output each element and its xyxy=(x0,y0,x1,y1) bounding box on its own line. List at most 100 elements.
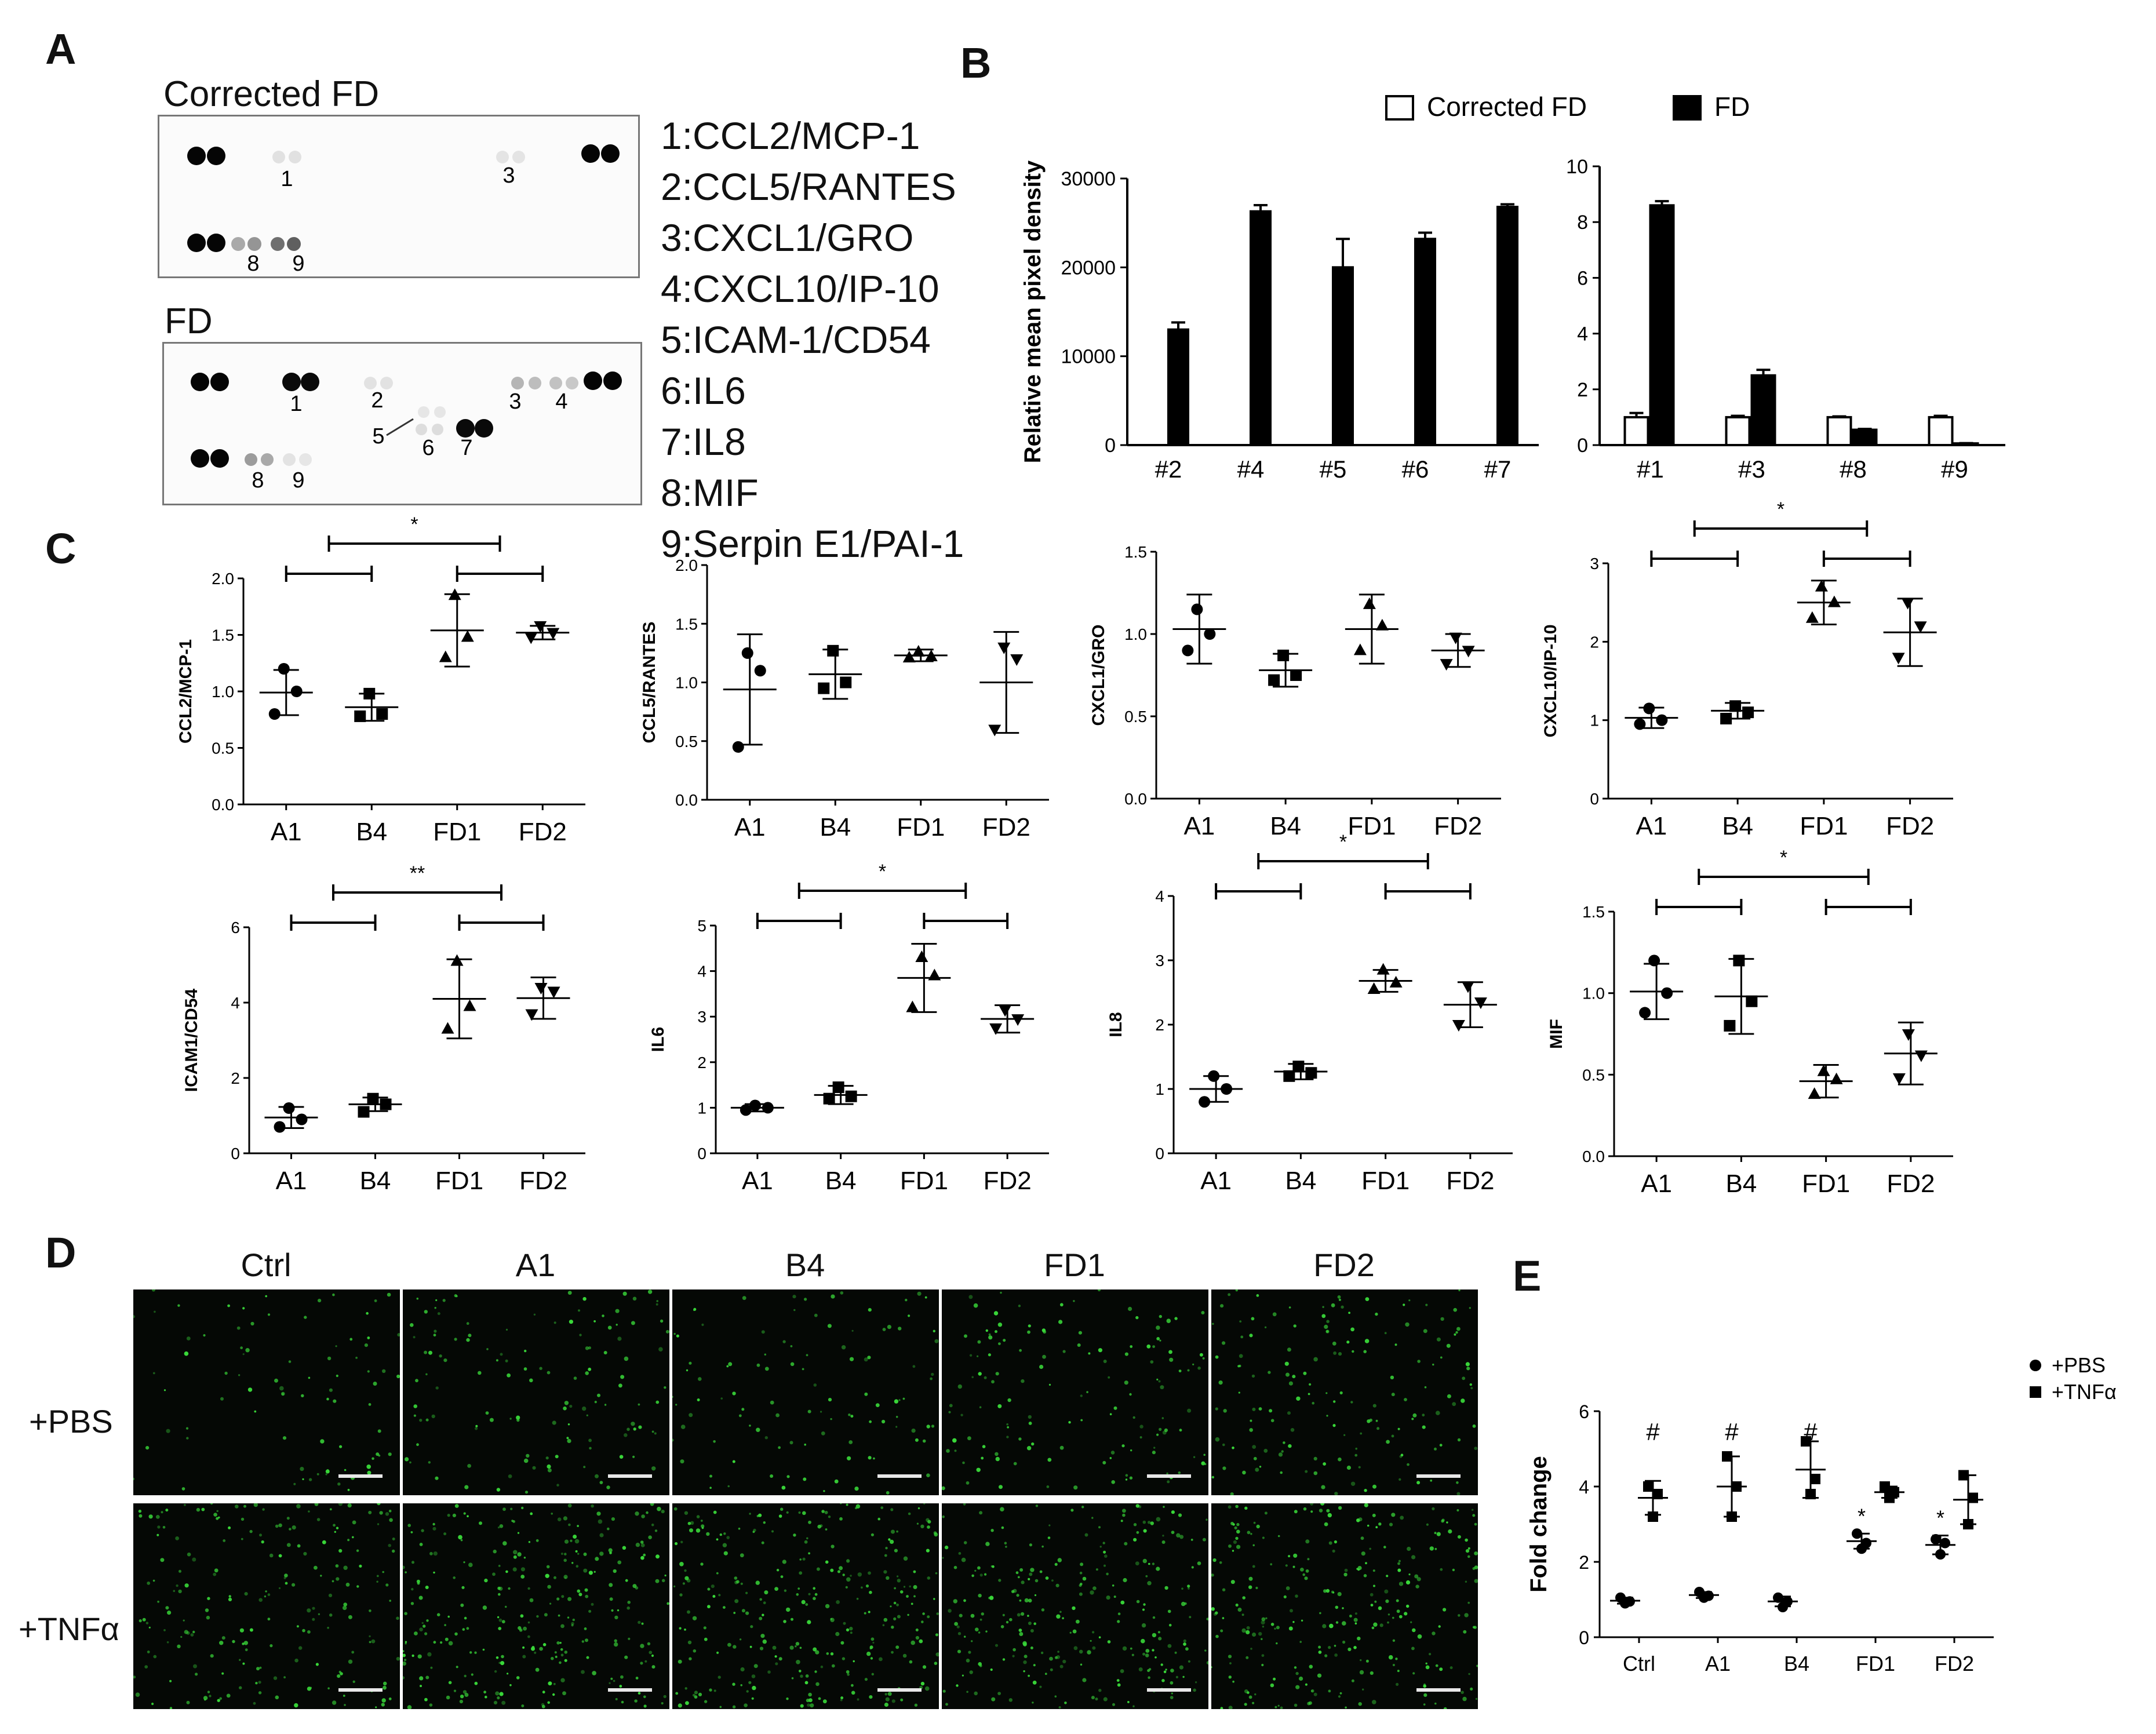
fluorescent-cell xyxy=(309,1686,312,1689)
fluorescent-cell xyxy=(767,1670,771,1674)
fluorescent-cell xyxy=(1390,1375,1394,1379)
fluorescent-cell xyxy=(604,1404,607,1406)
fluorescent-cell xyxy=(1262,1536,1265,1539)
fluorescent-cell xyxy=(1285,1564,1288,1567)
data-point xyxy=(1827,595,1841,607)
data-point xyxy=(1884,1492,1895,1503)
fluorescent-cell xyxy=(431,1414,435,1419)
fluorescent-cell xyxy=(347,1489,350,1491)
fluorescent-cell xyxy=(492,1572,496,1576)
fluorescent-cell xyxy=(748,1681,752,1684)
data-point xyxy=(741,647,753,659)
fluorescent-cell xyxy=(218,1516,220,1519)
fluorescent-cell xyxy=(1392,1639,1396,1642)
fluorescent-cell xyxy=(241,1538,243,1540)
fluorescent-cell xyxy=(1290,1428,1295,1432)
fluorescent-cell xyxy=(546,1565,550,1569)
fluorescent-cell xyxy=(885,1547,888,1550)
reference-spot xyxy=(603,371,622,390)
fluorescent-cell xyxy=(1193,1456,1196,1458)
data-point xyxy=(1931,1534,1941,1544)
y-axis-label: MIF xyxy=(1547,1019,1566,1049)
fluorescent-cell xyxy=(700,1520,703,1522)
fluorescent-cell xyxy=(334,1531,336,1533)
fluorescent-cell xyxy=(1204,1649,1207,1652)
fluorescent-cell xyxy=(1023,1660,1027,1664)
fluorescent-cell xyxy=(586,1414,588,1416)
fluorescent-cell xyxy=(302,1478,304,1480)
x-tick-label: A1 xyxy=(1641,1170,1672,1198)
fluorescent-cell xyxy=(761,1541,764,1544)
fluorescent-cell xyxy=(1090,1640,1092,1642)
fluorescent-cell xyxy=(799,1558,802,1561)
fluorescent-cell xyxy=(265,1590,267,1593)
fluorescent-cell xyxy=(1288,1626,1293,1631)
fluorescent-cell xyxy=(154,1310,156,1313)
fluorescent-cell xyxy=(966,1659,970,1663)
fluorescent-cell xyxy=(1056,1614,1061,1619)
fluorescent-cell xyxy=(464,1485,469,1489)
fluorescent-cell xyxy=(764,1353,766,1356)
fluorescent-cell xyxy=(1116,1679,1120,1682)
fluorescent-cell xyxy=(388,1543,391,1547)
fluorescent-cell xyxy=(1397,1670,1400,1673)
fluorescent-cell xyxy=(684,1569,687,1572)
fluorescent-cell xyxy=(493,1700,498,1704)
fluorescent-cell xyxy=(558,1614,560,1617)
fluorescent-cell xyxy=(1348,1647,1352,1652)
fluorescent-cell xyxy=(1454,1333,1456,1336)
data-point xyxy=(1011,1014,1025,1026)
reference-spot xyxy=(584,371,602,390)
data-point xyxy=(1634,718,1646,730)
fluorescent-cell xyxy=(1250,1533,1252,1535)
bar xyxy=(1826,416,1852,447)
fluorescent-cell xyxy=(786,1511,789,1514)
fluorescent-cell xyxy=(1363,1574,1367,1578)
x-tick-label: FD1 xyxy=(1856,1652,1895,1675)
fluorescent-cell xyxy=(813,1587,815,1590)
y-tick-label: 1 xyxy=(1590,712,1599,730)
fluorescent-cell xyxy=(989,1595,994,1600)
fluorescent-cell xyxy=(849,1357,854,1361)
fluorescent-cell xyxy=(1215,1407,1218,1411)
cytokine-spot xyxy=(511,377,524,389)
fluorescent-cell xyxy=(1016,1594,1019,1597)
fluorescent-cell xyxy=(315,1663,319,1666)
fluorescent-cell xyxy=(366,1465,371,1469)
fluorescent-cell xyxy=(1156,1325,1160,1330)
fluorescent-cell xyxy=(516,1676,520,1680)
fluorescent-cell xyxy=(1412,1628,1416,1633)
fluorescent-cell xyxy=(369,1635,371,1638)
cell-field xyxy=(1211,1503,1478,1709)
fluorescent-cell xyxy=(505,1359,508,1363)
fluorescent-cell xyxy=(1339,1391,1343,1394)
fluorescent-cell xyxy=(567,1616,570,1619)
fluorescent-cell xyxy=(1326,1509,1330,1513)
fluorescent-cell xyxy=(694,1695,698,1699)
fluorescent-cell xyxy=(686,1579,691,1583)
fluorescent-cell xyxy=(843,1622,846,1625)
fluorescent-cell xyxy=(1365,1659,1369,1663)
fluorescent-cell xyxy=(1456,1481,1459,1484)
fluorescent-cell xyxy=(1122,1513,1126,1517)
fluorescent-cell xyxy=(894,1587,896,1590)
fluorescent-cell xyxy=(911,1602,913,1605)
fluorescent-cell xyxy=(1292,1375,1296,1379)
fluorescent-cell xyxy=(995,1372,999,1376)
fluorescent-cell xyxy=(1187,1408,1192,1413)
fluorescent-cell xyxy=(1470,1687,1473,1691)
fluorescent-cell xyxy=(868,1308,872,1312)
fluorescent-cell xyxy=(501,1620,505,1624)
fluorescent-cell xyxy=(613,1680,616,1682)
fluorescent-cell xyxy=(1349,1615,1352,1618)
fluorescent-cell xyxy=(640,1543,645,1547)
fluorescent-cell xyxy=(879,1657,883,1662)
fluorescent-cell xyxy=(297,1544,301,1548)
fluorescent-cell xyxy=(692,1616,697,1620)
data-point xyxy=(1727,1511,1737,1522)
fluorescent-cell xyxy=(1206,1661,1208,1665)
fluorescent-cell xyxy=(796,1593,799,1596)
fluorescent-cell xyxy=(563,1516,567,1521)
fluorescent-cell xyxy=(632,1455,635,1458)
fluorescent-cell xyxy=(1432,1507,1435,1510)
